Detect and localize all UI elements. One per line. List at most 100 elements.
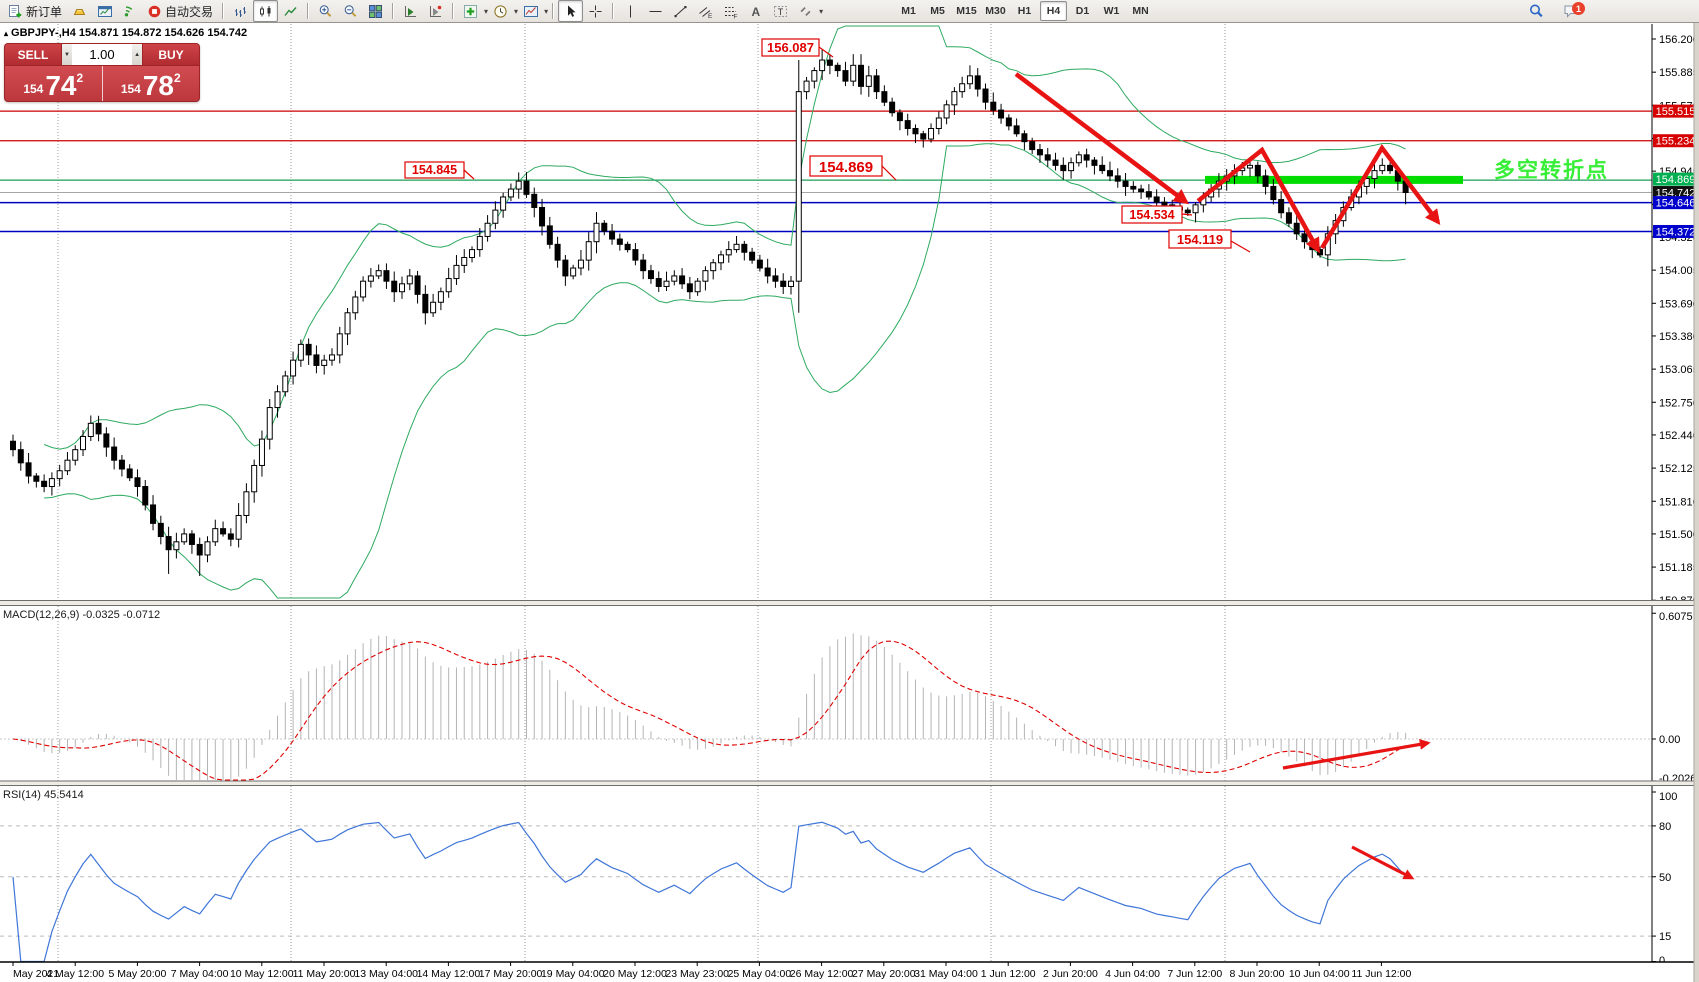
market-watch-icon[interactable] [92,0,117,22]
price-annotation-label[interactable]: 154.534 [1121,205,1193,224]
text-tool-icon[interactable]: A [743,0,768,22]
trend-arrow[interactable] [1196,146,1320,254]
time-axis-label: 10 May 12:00 [230,968,294,980]
time-axis-label: 11 Jun 12:00 [1351,968,1411,980]
horizontal-line-icon[interactable] [643,0,668,22]
axis-price-box: 154.646 [1656,198,1696,210]
timeframe-clock-icon[interactable] [488,0,513,22]
crosshair-icon[interactable] [583,0,608,22]
new-order-button[interactable]: 新订单 [3,0,67,22]
pivot-level-bar[interactable] [1205,175,1463,184]
bar-chart-icon[interactable] [228,0,253,22]
timeframe-m1[interactable]: M1 [901,5,916,17]
time-axis-label: 25 May 04:00 [728,968,792,980]
horizontal-level-lines[interactable] [0,110,1652,233]
candlestick-chart-icon[interactable] [253,0,279,22]
chart-ohlc-header: ▴ GBPJPY-,H4 154.871 154.872 154.626 154.… [4,27,247,39]
timeframe-m15[interactable]: M15 [956,5,977,17]
chart-shift-icon[interactable] [423,0,448,22]
svg-text:0.00: 0.00 [1659,734,1680,746]
axis-price-box: 155.515 [1656,106,1696,118]
timeframe-w1[interactable]: W1 [1103,5,1120,17]
search-icon[interactable] [1524,0,1549,22]
volume-increase-button[interactable]: ▲ [132,44,143,65]
svg-text:T: T [778,7,784,17]
price-annotation-label[interactable]: 154.845 [404,161,475,180]
buy-button[interactable]: BUY [143,44,199,65]
svg-text:50: 50 [1659,872,1671,884]
buy-price-button[interactable]: 154 78 2 [102,66,199,101]
time-axis-label: 20 May 12:00 [603,968,667,980]
timeframe-m30[interactable]: M30 [985,5,1006,17]
notification-badge: 1 [1572,2,1585,15]
price-annotation-label[interactable]: 156.087 [761,38,834,58]
zoom-out-icon[interactable] [338,0,363,22]
arrow-objects-icon[interactable] [793,0,818,22]
trend-arrow[interactable] [1320,143,1441,250]
svg-text:152.125: 152.125 [1659,463,1699,475]
svg-text:153.690: 153.690 [1659,298,1699,310]
main-toolbar: 新订单 自动交易 ▾ ▾ ▾ E F A [0,0,1699,23]
pivot-annotation-text[interactable]: 多空转折点 [1494,158,1609,182]
cursor-icon[interactable] [558,0,584,22]
svg-text:0.6075: 0.6075 [1659,611,1693,623]
timeframe-h1[interactable]: H1 [1017,5,1032,17]
volume-input[interactable] [71,44,133,65]
timeframe-mn[interactable]: MN [1132,5,1149,17]
template-icon[interactable] [518,0,543,22]
indicators-icon[interactable] [458,0,483,22]
timeframe-dropdown-caret[interactable]: ▾ [514,6,519,16]
template-dropdown-caret[interactable]: ▾ [544,6,549,16]
trend-arrow[interactable] [1351,845,1415,880]
time-axis-label: 10 Jun 04:00 [1289,968,1350,980]
gold-symbol-icon[interactable] [67,0,92,22]
svg-text:80: 80 [1659,821,1671,833]
timeframe-h4[interactable]: H4 [1040,1,1067,21]
time-axis-label: 2 Jun 20:00 [1043,968,1098,980]
autotrading-button[interactable]: 自动交易 [142,0,218,22]
time-axis-label: 7 Jun 12:00 [1167,968,1222,980]
indicators-dropdown-caret[interactable]: ▾ [484,6,489,16]
auto-scroll-icon[interactable] [398,0,423,22]
price-annotation-label[interactable]: 154.119 [1168,229,1251,253]
collapse-arrow-icon[interactable]: ▴ [4,29,9,38]
panel-splitter[interactable] [0,781,1699,786]
equidistant-channel-icon[interactable]: E [693,0,718,22]
buy-price-pip: 2 [174,71,181,85]
rsi-panel: RSI(14) 45.5414 [0,789,1652,963]
sell-price-button[interactable]: 154 74 2 [5,66,103,101]
line-chart-icon[interactable] [278,0,303,22]
fibonacci-icon[interactable]: F [718,0,743,22]
rsi-label: RSI(14) 45.5414 [3,789,84,801]
volume-decrease-button[interactable]: ▼ [62,44,72,65]
axis-price-box: 154.372 [1656,226,1696,238]
time-axis-label: 1 Jun 12:00 [981,968,1036,980]
price-annotation-label[interactable]: 154.869 [809,155,897,181]
text-label-icon[interactable]: T [768,0,793,22]
panel-splitter[interactable] [0,600,1699,606]
sell-button[interactable]: SELL [5,44,61,65]
svg-text:151.185: 151.185 [1659,562,1699,574]
trend-arrow[interactable] [1282,739,1431,770]
sell-price-prefix: 154 [23,82,44,96]
svg-text:F: F [734,13,738,19]
time-axis-label: 7 May 04:00 [171,968,229,980]
timeframe-d1[interactable]: D1 [1075,5,1090,17]
svg-text:154.845: 154.845 [412,163,457,177]
trend-arrow[interactable] [1014,72,1190,205]
tile-windows-icon[interactable] [363,0,388,22]
zoom-in-icon[interactable] [313,0,338,22]
trendline-icon[interactable] [668,0,693,22]
autotrading-icon [147,4,162,19]
arrow-objects-caret[interactable]: ▾ [819,6,824,16]
vertical-line-icon[interactable] [618,0,643,22]
analyst-annotations[interactable]: 156.087 154.845 154.869 154.534 154.119 多空转折点 [404,38,1609,880]
price-axis[interactable]: 156.200155.885155.570155.255154.945154.6… [1651,24,1699,967]
signals-icon[interactable] [117,0,142,22]
notifications-chat-icon[interactable]: 1 [1559,0,1585,22]
timeframe-m5[interactable]: M5 [930,5,945,17]
